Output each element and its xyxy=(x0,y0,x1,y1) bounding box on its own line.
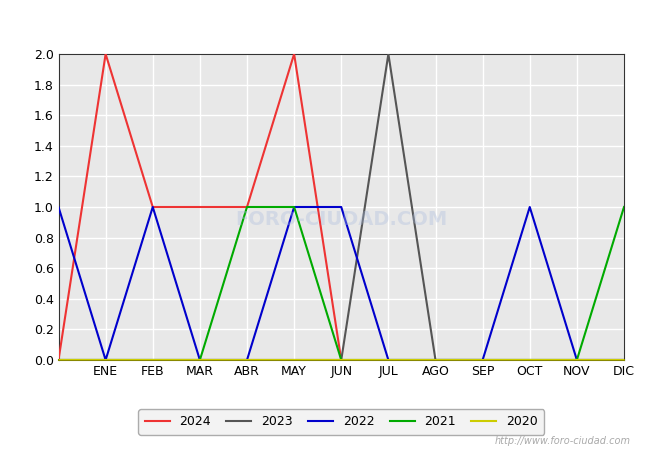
Text: FORO-CIUDAD.COM: FORO-CIUDAD.COM xyxy=(235,210,447,229)
Legend: 2024, 2023, 2022, 2021, 2020: 2024, 2023, 2022, 2021, 2020 xyxy=(138,409,544,435)
Text: http://www.foro-ciudad.com: http://www.foro-ciudad.com xyxy=(495,436,630,446)
Text: Matriculaciones de Vehiculos en Peñaparda: Matriculaciones de Vehiculos en Peñapard… xyxy=(145,14,505,32)
